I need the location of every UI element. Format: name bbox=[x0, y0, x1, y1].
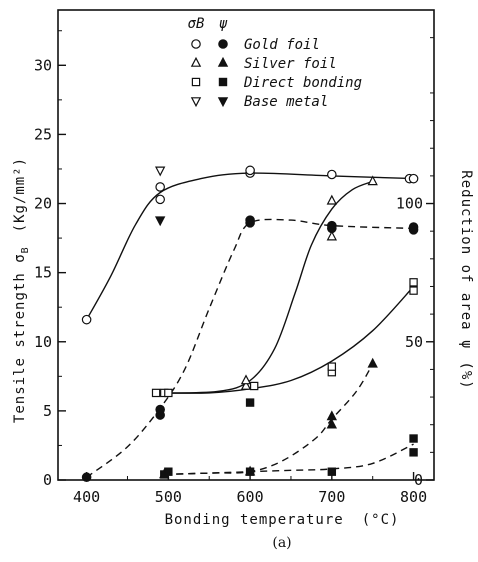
data-point-gold-foil-sigma bbox=[81, 314, 92, 325]
legend: σB ψ Gold foil Silver foil Direct bonding Bas… bbox=[188, 16, 362, 110]
curve-silver-foil-b bbox=[156, 180, 373, 394]
data-point-silver-foil-sigma bbox=[367, 175, 378, 186]
curve-gold-foil bbox=[86, 218, 414, 478]
y-right-tick-label: 50 bbox=[405, 333, 423, 351]
data-point-silver-foil-psi bbox=[326, 410, 338, 421]
legend-marker-filled bbox=[218, 39, 228, 49]
legend-marker-filled bbox=[217, 97, 229, 108]
y-left-tick-label: 5 bbox=[43, 402, 52, 420]
data-point-direct-bonding-sigma bbox=[164, 388, 173, 398]
y-right-tick-label: 100 bbox=[396, 195, 423, 213]
legend-header-psi: ψ bbox=[219, 16, 228, 32]
data-point-direct-bonding-sigma bbox=[249, 381, 259, 391]
data-point-gold-foil-psi bbox=[155, 404, 165, 415]
data-point-gold-foil-sigma bbox=[155, 194, 165, 205]
curve-silver-foil bbox=[164, 363, 374, 476]
data-point-silver-foil-psi bbox=[326, 418, 338, 429]
legend-label: Base metal bbox=[244, 94, 328, 110]
marker-layer bbox=[81, 165, 419, 483]
right-axis-title: Reduction of area ψ(%) bbox=[458, 170, 474, 389]
data-point-base-metal-sigma bbox=[154, 166, 166, 177]
curve-direct-bonding bbox=[164, 443, 414, 476]
data-point-direct-bonding-sigma bbox=[409, 278, 418, 287]
curve-direct-bonding-b bbox=[156, 286, 415, 394]
legend-marker-filled bbox=[218, 77, 228, 87]
data-point-direct-bonding-psi bbox=[409, 448, 418, 457]
data-point-gold-foil-psi bbox=[245, 215, 255, 225]
legend-marker-open bbox=[190, 56, 202, 67]
data-point-silver-foil-sigma bbox=[326, 230, 338, 241]
data-point-direct-bonding-psi bbox=[409, 434, 418, 443]
data-point-gold-foil-psi bbox=[408, 222, 419, 232]
y-left-tick-label: 15 bbox=[34, 264, 52, 282]
figure-caption: (a) bbox=[272, 535, 291, 551]
data-point-direct-bonding-sigma bbox=[327, 362, 337, 371]
data-point-gold-foil-sigma bbox=[327, 169, 337, 180]
legend-label: Direct bonding bbox=[243, 75, 362, 91]
x-tick-label: 600 bbox=[237, 488, 264, 506]
legend-header-sigma: σB bbox=[188, 16, 205, 32]
y-left-tick-label: 20 bbox=[34, 195, 52, 213]
data-point-gold-foil-sigma bbox=[408, 173, 419, 184]
legend-label: Gold foil bbox=[244, 37, 320, 53]
plot-frame bbox=[57, 9, 435, 481]
x-tick-label: 700 bbox=[318, 488, 345, 506]
y-left-tick-label: 0 bbox=[43, 471, 52, 489]
x-tick-label: 400 bbox=[73, 488, 100, 506]
x-tick-label: 500 bbox=[155, 488, 182, 506]
data-point-silver-foil-sigma bbox=[240, 379, 252, 390]
y-left-tick-label: 10 bbox=[34, 333, 52, 351]
left-axis-title: Tensile strength σB(Kg/mm²) bbox=[12, 157, 31, 423]
legend-marker-open bbox=[191, 77, 201, 87]
data-point-silver-foil-psi bbox=[367, 357, 378, 368]
curve-gold-foil-b bbox=[85, 172, 414, 320]
x-axis-title: Bonding temperature (°C) bbox=[165, 512, 400, 528]
y-right-tick-label: 0 bbox=[414, 471, 423, 489]
data-point-direct-bonding-sigma bbox=[151, 388, 161, 398]
legend-marker-open bbox=[190, 97, 202, 108]
legend-marker-filled bbox=[217, 56, 229, 67]
data-point-gold-foil-sigma bbox=[155, 182, 165, 192]
data-point-direct-bonding-sigma bbox=[409, 286, 418, 295]
legend-marker-open bbox=[191, 39, 201, 49]
data-point-base-metal-sigma bbox=[154, 216, 166, 227]
x-tick-label: 800 bbox=[400, 488, 427, 506]
data-point-direct-bonding-sigma bbox=[245, 398, 255, 407]
data-point-silver-foil-sigma bbox=[326, 194, 338, 205]
y-left-tick-label: 25 bbox=[34, 125, 52, 143]
data-point-gold-foil-sigma bbox=[245, 165, 255, 176]
legend-label: Silver foil bbox=[244, 56, 337, 72]
y-left-tick-label: 30 bbox=[34, 56, 52, 74]
data-point-silver-foil-sigma bbox=[240, 374, 252, 385]
